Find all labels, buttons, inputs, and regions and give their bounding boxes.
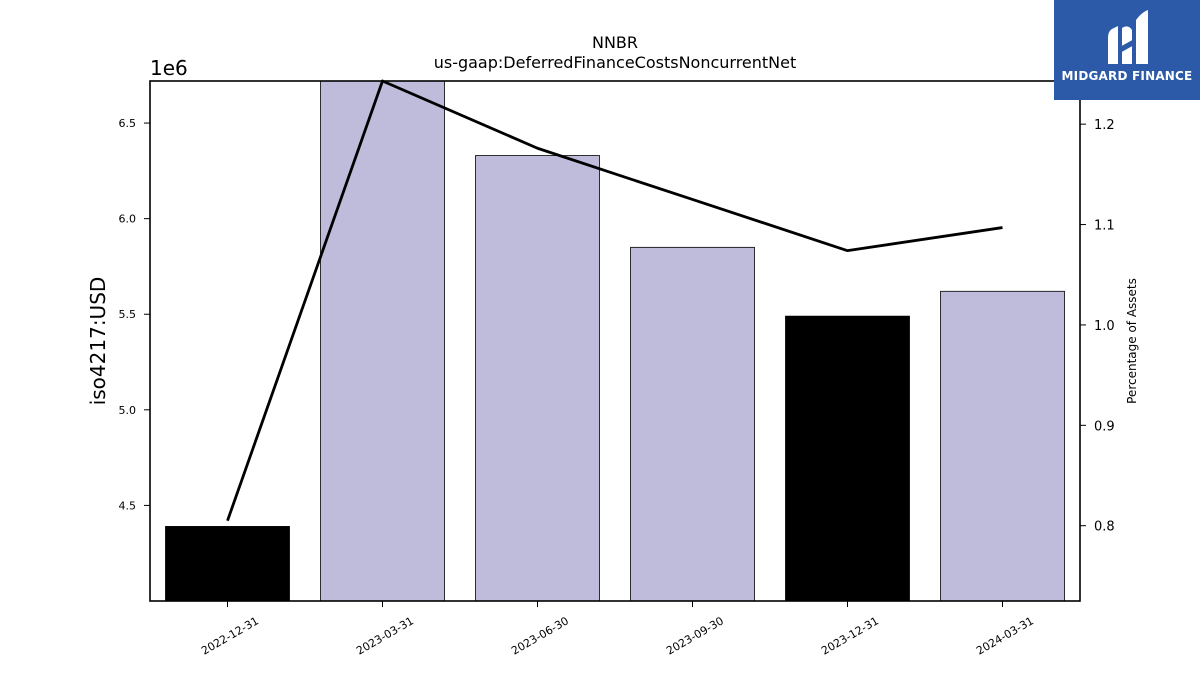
x-tick-label: 2023-06-30: [509, 614, 571, 657]
x-tick-label: 2023-12-31: [819, 614, 881, 657]
y-tick-label: 4.5: [119, 499, 137, 512]
y-axis-label: iso4217:USD: [86, 277, 110, 406]
percentage-of-assets-line: [226, 79, 1003, 522]
y-tick-label: 5.5: [119, 308, 137, 321]
x-tick-label: 2023-09-30: [664, 614, 726, 657]
y-tick-label: 6.0: [119, 213, 137, 226]
y2-tick-label: 0.9: [1094, 419, 1115, 434]
line-layer: [226, 79, 1003, 522]
chart-subtitle: us-gaap:DeferredFinanceCostsNoncurrentNe…: [434, 53, 797, 72]
midgard-logo-icon: [1108, 10, 1148, 64]
bar-2024-03-31: [940, 290, 1065, 602]
y2-tick-label: 1.2: [1094, 118, 1115, 133]
chart-title: NNBR: [592, 33, 638, 52]
y2-tick-label: 1.1: [1094, 219, 1115, 234]
y-tick-label: 6.5: [119, 117, 137, 130]
x-tick-label: 2023-03-31: [354, 614, 416, 657]
plot-frame: [149, 80, 1081, 602]
x-tick-label: 2022-12-31: [199, 614, 261, 657]
bar-2022-12-31: [165, 526, 290, 602]
y2-axis-label: Percentage of Assets: [1125, 278, 1139, 404]
y-offset-label: 1e6: [150, 56, 188, 80]
bar-2023-12-31: [785, 315, 910, 602]
bar-2023-06-30: [475, 155, 600, 602]
bars-layer: [165, 80, 1065, 602]
y2-tick-label: 0.8: [1094, 520, 1115, 535]
bar-2023-03-31: [320, 80, 445, 602]
y2-tick-label: 1.0: [1094, 319, 1115, 334]
y-tick-label: 5.0: [119, 404, 137, 417]
brand-logo: MIDGARD FINANCE: [1054, 0, 1200, 100]
bar-2023-09-30: [630, 246, 755, 602]
x-tick-label: 2024-03-31: [974, 614, 1036, 657]
brand-name: MIDGARD FINANCE: [1061, 69, 1193, 83]
